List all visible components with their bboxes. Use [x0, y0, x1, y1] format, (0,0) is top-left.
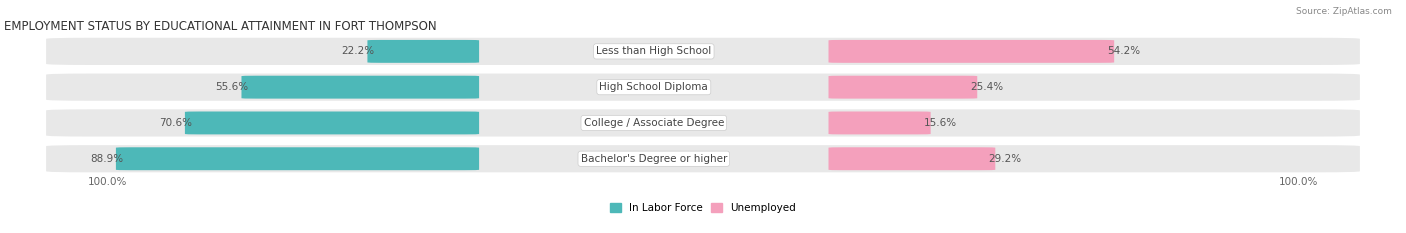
Text: 55.6%: 55.6%: [215, 82, 249, 92]
FancyBboxPatch shape: [46, 74, 1360, 101]
Text: 100.0%: 100.0%: [89, 177, 128, 187]
FancyBboxPatch shape: [828, 112, 931, 134]
FancyBboxPatch shape: [367, 40, 479, 63]
Text: Bachelor's Degree or higher: Bachelor's Degree or higher: [581, 154, 727, 164]
FancyBboxPatch shape: [46, 145, 1360, 172]
Text: 25.4%: 25.4%: [970, 82, 1004, 92]
Text: 88.9%: 88.9%: [90, 154, 122, 164]
FancyBboxPatch shape: [186, 112, 479, 134]
Text: Less than High School: Less than High School: [596, 46, 711, 56]
FancyBboxPatch shape: [828, 40, 1114, 63]
Text: 54.2%: 54.2%: [1107, 46, 1140, 56]
Text: 15.6%: 15.6%: [924, 118, 956, 128]
FancyBboxPatch shape: [46, 109, 1360, 137]
Text: College / Associate Degree: College / Associate Degree: [583, 118, 724, 128]
FancyBboxPatch shape: [242, 76, 479, 99]
FancyBboxPatch shape: [828, 76, 977, 99]
Text: 70.6%: 70.6%: [159, 118, 191, 128]
Text: EMPLOYMENT STATUS BY EDUCATIONAL ATTAINMENT IN FORT THOMPSON: EMPLOYMENT STATUS BY EDUCATIONAL ATTAINM…: [4, 21, 437, 34]
Text: 22.2%: 22.2%: [342, 46, 374, 56]
Text: 29.2%: 29.2%: [988, 154, 1021, 164]
FancyBboxPatch shape: [115, 147, 479, 170]
FancyBboxPatch shape: [828, 147, 995, 170]
FancyBboxPatch shape: [46, 38, 1360, 65]
Text: 100.0%: 100.0%: [1278, 177, 1317, 187]
Text: High School Diploma: High School Diploma: [599, 82, 709, 92]
Text: Source: ZipAtlas.com: Source: ZipAtlas.com: [1296, 7, 1392, 16]
Legend: In Labor Force, Unemployed: In Labor Force, Unemployed: [606, 199, 800, 217]
